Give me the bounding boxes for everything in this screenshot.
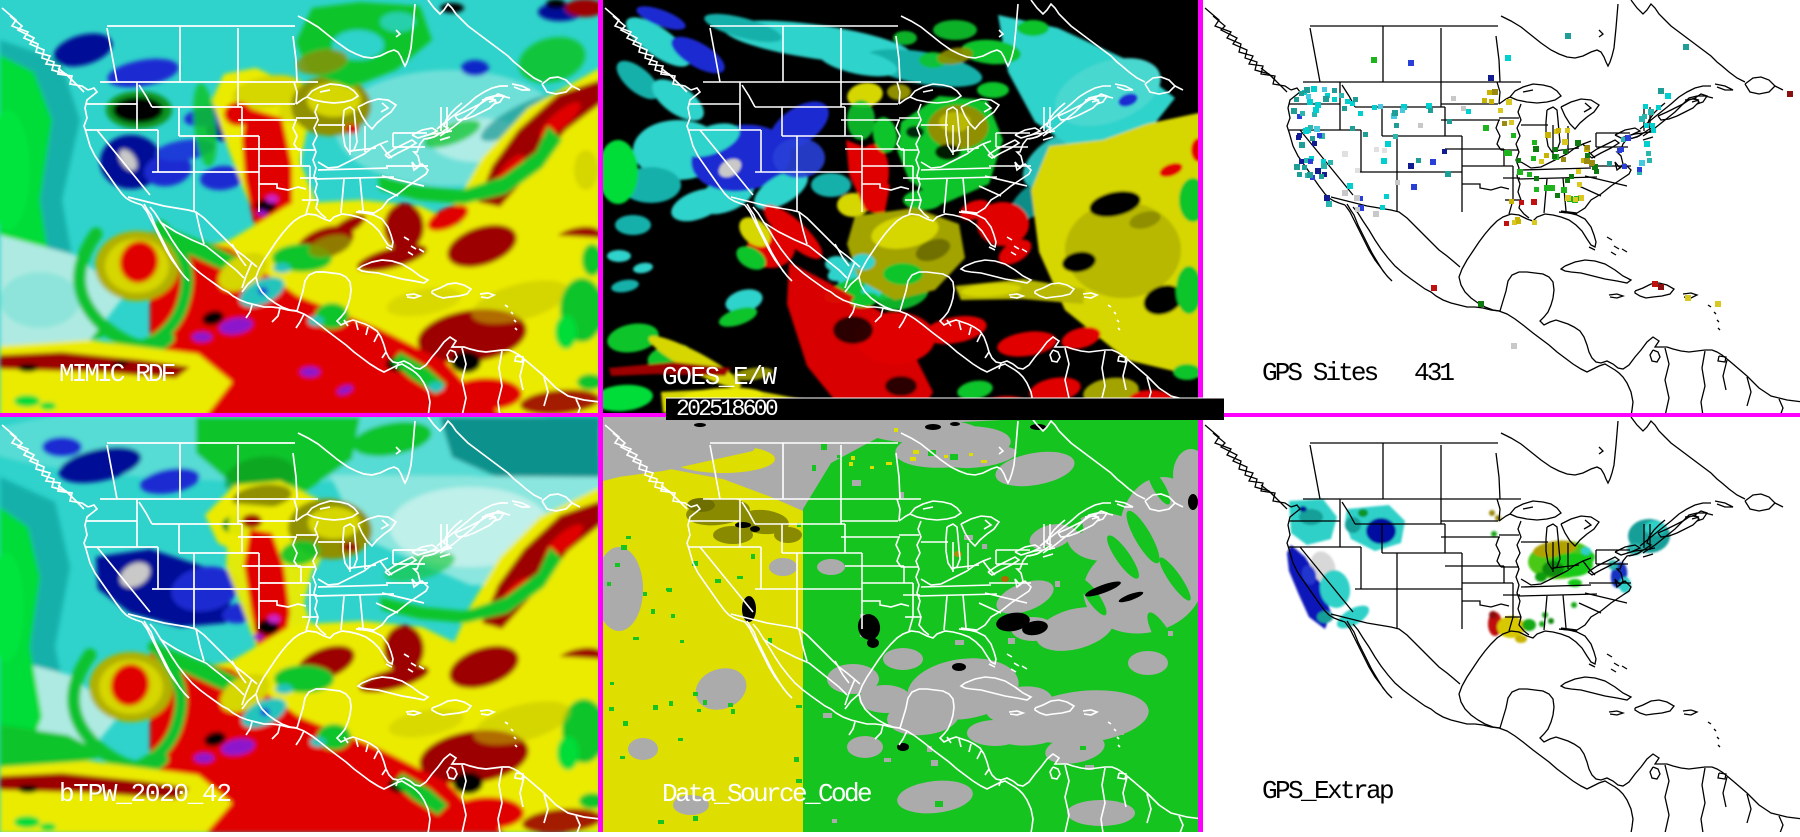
svg-text:202518600: 202518600 [676,396,778,422]
svg-text:GPS_Extrap: GPS_Extrap [1262,776,1393,806]
svg-text:431: 431 [1414,358,1454,388]
svg-text:GPS Sites: GPS Sites [1262,358,1378,388]
svg-text:Data_Source_Code: Data_Source_Code [662,779,871,809]
svg-text:bTPW_2020_42: bTPW_2020_42 [59,779,231,809]
svg-text:MIMIC RDF: MIMIC RDF [59,359,175,389]
svg-text:GOES_E/W: GOES_E/W [662,362,777,392]
